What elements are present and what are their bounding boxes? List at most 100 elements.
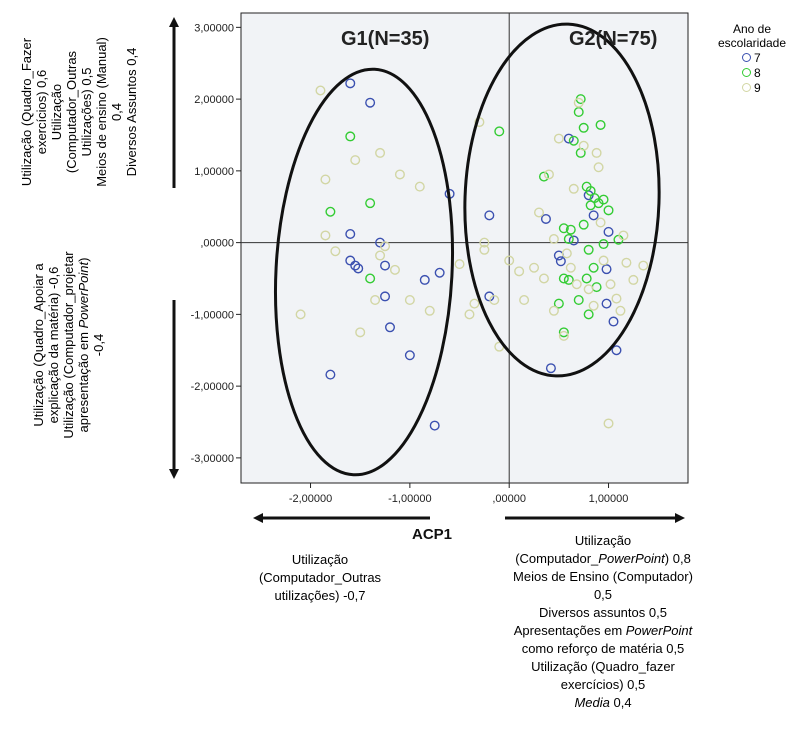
data-point-year-9 xyxy=(638,260,649,271)
data-point-year-9 xyxy=(375,250,386,261)
data-point-year-8 xyxy=(578,122,589,133)
left-bottom-label-line: explicação da matéria) -0,6 xyxy=(46,266,61,424)
group-g2-ellipse xyxy=(463,22,661,378)
y-tick-label: -1,00000 xyxy=(191,309,234,321)
data-point-year-9 xyxy=(605,279,616,290)
data-point-year-9 xyxy=(573,97,584,108)
left-bottom-label-italic: PowerPoint xyxy=(76,261,91,329)
data-point-year-9 xyxy=(404,295,415,306)
data-point-year-9 xyxy=(603,418,614,429)
data-point-year-7 xyxy=(365,97,376,108)
bottom-right-label-line: exercícios) 0,5 xyxy=(560,677,646,692)
data-point-year-7 xyxy=(555,256,566,267)
y-tick-label: -3,00000 xyxy=(191,453,234,465)
data-point-year-9 xyxy=(414,181,425,192)
data-point-year-8 xyxy=(598,239,609,250)
data-point-year-9 xyxy=(598,255,609,266)
left-top-label-line: Diversos Assuntos 0,4 xyxy=(124,47,139,177)
data-point-year-9 xyxy=(394,169,405,180)
data-point-year-7 xyxy=(484,210,495,221)
y-tick-label: 2,00000 xyxy=(194,94,234,106)
data-point-year-8 xyxy=(538,171,549,182)
group-g1-ellipse xyxy=(273,67,455,477)
data-point-year-8 xyxy=(595,119,606,130)
bottom-right-label-line: Utilização xyxy=(574,533,632,548)
data-point-year-9 xyxy=(479,244,490,255)
data-point-year-8 xyxy=(573,295,584,306)
bottom-right-label-italic: Media xyxy=(574,695,610,710)
group-g1-label: G1(N=35) xyxy=(341,28,429,50)
data-point-year-9 xyxy=(568,183,579,194)
bottom-right-label: Utilização (Computador_PowerPoint) 0,8 M… xyxy=(478,532,728,712)
data-point-year-9 xyxy=(489,295,500,306)
data-point-year-7 xyxy=(563,133,574,144)
bottom-left-label-line: (Computador_Outras xyxy=(258,570,382,585)
legend-title-line: escolaridade xyxy=(717,36,787,50)
bottom-right-label-italic: PowerPoint xyxy=(598,551,665,566)
data-point-year-8 xyxy=(583,309,594,320)
data-point-year-7 xyxy=(601,264,612,275)
data-point-year-9 xyxy=(464,309,475,320)
data-point-year-8 xyxy=(573,107,584,118)
legend-marker-7 xyxy=(742,53,751,62)
data-point-year-9 xyxy=(593,162,604,173)
data-point-year-8 xyxy=(598,194,609,205)
bottom-right-label-line: Meios de Ensino (Computador) xyxy=(513,569,693,584)
bottom-left-label: Utilização (Computador_Outras utilizaçõe… xyxy=(235,551,405,605)
left-bottom-label-line: Utilização (Quadro_Apoiar a xyxy=(31,263,46,427)
zero-gridlines xyxy=(241,13,688,483)
bottom-right-label-text: ) 0,8 xyxy=(664,551,691,566)
bottom-right-label-line: Apresentações em PowerPoint xyxy=(478,622,728,640)
data-point-year-7 xyxy=(611,345,622,356)
data-point-year-9 xyxy=(350,155,361,166)
left-top-axis-label: Utilização (Quadro_Fazer exercícios) 0,6… xyxy=(19,22,141,202)
legend-entry-8: 8 xyxy=(742,65,792,80)
data-point-year-9 xyxy=(621,257,632,268)
data-point-year-9 xyxy=(424,305,435,316)
bottom-right-label-line: Utilização (Quadro_fazer xyxy=(531,659,675,674)
bottom-right-label-line: Diversos assuntos 0,5 xyxy=(539,605,667,620)
left-bottom-label-line: -0,4 xyxy=(91,333,106,357)
data-point-year-9 xyxy=(370,295,381,306)
bottom-right-label-text: (Computador_ xyxy=(515,551,599,566)
left-bottom-label-line: apresentação em PowerPoint) xyxy=(76,230,91,460)
x-tick-label: 1,00000 xyxy=(589,493,629,505)
data-point-year-7 xyxy=(603,226,614,237)
data-point-year-8 xyxy=(588,262,599,273)
data-point-year-9 xyxy=(479,237,490,248)
data-point-year-9 xyxy=(615,305,626,316)
data-point-year-9 xyxy=(529,262,540,273)
data-point-year-7 xyxy=(568,235,579,246)
left-top-label-line: Utilização (Quadro_Fazer xyxy=(19,37,34,187)
y-axis-ticks: 3,00000 2,00000 1,00000 ,00000 -1,00000 -2,00… xyxy=(191,22,241,465)
legend: Ano de escolaridade 7 8 9 xyxy=(712,22,792,95)
data-point-year-7 xyxy=(429,420,440,431)
data-point-year-9 xyxy=(628,274,639,285)
data-point-year-9 xyxy=(320,230,331,241)
x-tick-label: -2,00000 xyxy=(289,493,332,505)
data-point-year-7 xyxy=(419,274,430,285)
data-point-year-7 xyxy=(380,291,391,302)
data-point-year-7 xyxy=(345,229,356,240)
bottom-left-label-line: Utilização xyxy=(291,552,349,567)
data-point-year-8 xyxy=(365,273,376,284)
left-bottom-axis-label: Utilização (Quadro_Apoiar a explicação d… xyxy=(31,230,111,460)
x-axis-label: ACP1 xyxy=(412,526,452,543)
bottom-right-label-text: Apresentações em xyxy=(513,623,626,638)
data-point-year-8 xyxy=(558,223,569,234)
x-axis-ticks: -2,00000 -1,00000 ,00000 1,00000 xyxy=(289,483,629,505)
left-top-label-line: exercícios) 0,6 xyxy=(34,69,49,155)
data-point-year-9 xyxy=(504,255,515,266)
legend-label-8: 8 xyxy=(754,65,761,80)
data-point-year-9 xyxy=(553,133,564,144)
y-tick-label: 3,00000 xyxy=(194,22,234,34)
bottom-right-label-line: como reforço de matéria 0,5 xyxy=(521,641,685,656)
data-point-year-9 xyxy=(295,309,306,320)
legend-marker-8 xyxy=(742,68,751,77)
data-point-year-8 xyxy=(365,198,376,209)
left-bottom-label-text: ) xyxy=(76,257,91,262)
data-point-year-9 xyxy=(389,264,400,275)
y-tick-label: -2,00000 xyxy=(191,381,234,393)
data-point-year-9 xyxy=(543,169,554,180)
data-point-year-9 xyxy=(519,295,530,306)
